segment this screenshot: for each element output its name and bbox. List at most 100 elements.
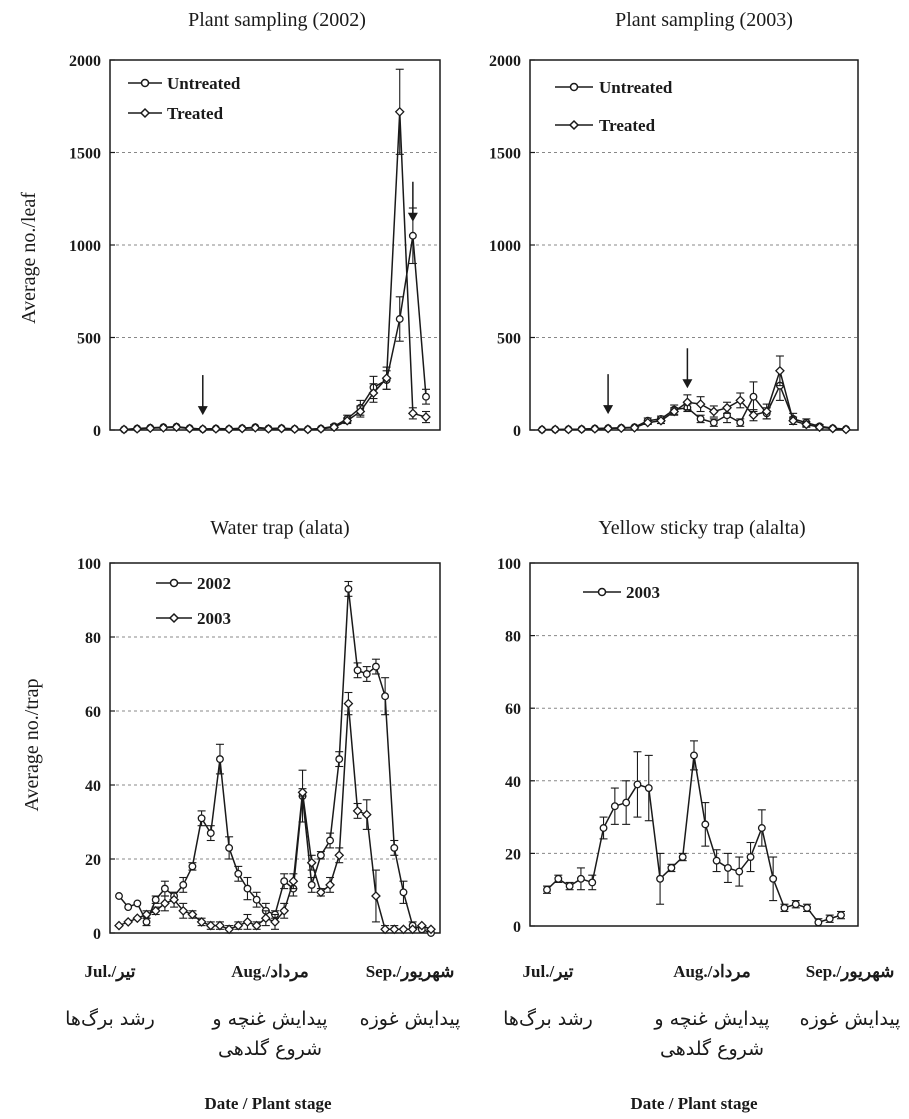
data-point: [187, 909, 198, 920]
data-point: [408, 231, 417, 240]
data-point: [550, 424, 561, 435]
x-group-stage-label: پیدایش غنچه و: [653, 1008, 769, 1030]
data-point: [242, 916, 253, 927]
y-tick-label: 500: [497, 331, 521, 348]
y-tick-label: 1500: [489, 146, 521, 163]
data-point: [224, 424, 234, 434]
data-point: [398, 924, 409, 935]
data-point: [774, 365, 785, 376]
data-point: [589, 423, 600, 434]
data-point: [205, 920, 216, 931]
x-group-stage-label: شروع گلدهی: [218, 1037, 322, 1060]
data-point: [158, 422, 169, 433]
y-tick-label: 80: [85, 630, 101, 647]
data-point: [142, 917, 151, 926]
data-point: [389, 924, 400, 935]
data-point: [644, 784, 653, 793]
data-point: [757, 824, 766, 832]
data-point: [325, 879, 335, 890]
arrow-head: [603, 405, 614, 415]
y-tick-label: 40: [505, 774, 521, 791]
data-point: [171, 422, 182, 433]
data-point: [326, 836, 335, 845]
data-point: [237, 423, 248, 434]
data-point: [735, 867, 744, 876]
data-point: [695, 399, 706, 410]
data-point: [243, 884, 252, 893]
y-tick-label: 0: [93, 926, 101, 943]
y-tick-label: 1000: [489, 238, 521, 255]
data-point: [761, 406, 772, 417]
y-tick-label: 1500: [69, 146, 101, 163]
data-point: [233, 920, 244, 931]
data-point: [422, 392, 430, 401]
series-treated: [537, 355, 851, 435]
data-point: [114, 920, 124, 931]
y-tick-label: 2000: [489, 53, 521, 70]
data-point: [151, 895, 160, 904]
data-point: [371, 891, 381, 901]
data-point: [701, 820, 710, 829]
x-axis-title: Date / Plant stage: [630, 1094, 757, 1113]
x-group-month-label: Aug./مرداد: [231, 962, 309, 982]
data-point: [225, 843, 234, 852]
legend-label-2002: 2002: [197, 574, 231, 593]
y-tick-label: 0: [513, 423, 521, 440]
data-point: [736, 418, 745, 427]
legend-label-untreated: Untreated: [167, 74, 241, 93]
data-point: [814, 918, 823, 927]
data-point: [690, 751, 698, 760]
series-line: [123, 235, 427, 431]
plant-sampling-2003-panel: Plant sampling (2003) 0 500 1000 1500 2000 U…: [489, 9, 859, 440]
data-point: [678, 853, 687, 861]
data-point: [368, 388, 379, 398]
y-tick-label: 0: [513, 919, 521, 936]
y-tick-label: 20: [505, 846, 521, 863]
data-point: [780, 903, 789, 912]
data-point: [708, 406, 719, 417]
data-point: [263, 423, 274, 434]
data-point: [297, 787, 308, 798]
legend-label-untreated: Untreated: [599, 78, 673, 97]
data-point: [563, 424, 574, 435]
x-group-month-label: Sep./شهریور: [366, 962, 455, 982]
data-point: [362, 670, 371, 678]
y-tick-label: 2000: [69, 53, 101, 70]
legend-label-2003: 2003: [197, 609, 231, 628]
y-tick-label: 80: [505, 629, 521, 646]
data-point: [407, 408, 418, 419]
arrow-head: [682, 379, 693, 389]
data-point: [426, 924, 436, 935]
data-point: [656, 874, 665, 883]
data-point: [260, 913, 271, 924]
y-tick-label: 60: [85, 704, 101, 721]
data-point: [803, 903, 812, 912]
data-point: [616, 423, 627, 434]
data-point: [316, 851, 325, 860]
data-point: [791, 900, 800, 909]
data-point: [682, 397, 693, 408]
x-group-month-label: Sep./شهریور: [806, 962, 895, 982]
y-axis-label: Average no./leaf: [18, 192, 40, 324]
yellow-sticky-trap-panel: Yellow sticky trap (alalta) 0 20 40 60 80 100…: [497, 517, 900, 1113]
data-point: [371, 662, 380, 671]
series-untreated: [120, 207, 430, 434]
data-point: [825, 914, 834, 923]
series-line: [123, 111, 427, 431]
data-point: [642, 417, 653, 428]
data-point: [421, 412, 431, 422]
data-point: [543, 885, 551, 894]
data-point: [123, 916, 134, 927]
data-point: [329, 422, 340, 433]
data-point: [722, 402, 732, 413]
data-point: [380, 924, 391, 935]
chart-title: Yellow sticky trap (alalta): [598, 517, 805, 539]
data-point: [399, 888, 408, 897]
data-point: [565, 882, 574, 891]
data-point: [343, 698, 354, 709]
series-2002: [115, 580, 435, 937]
x-group-stage-label: پیدایش غنچه و: [211, 1008, 327, 1030]
data-point: [749, 392, 758, 401]
y-tick-label: 60: [505, 701, 521, 718]
